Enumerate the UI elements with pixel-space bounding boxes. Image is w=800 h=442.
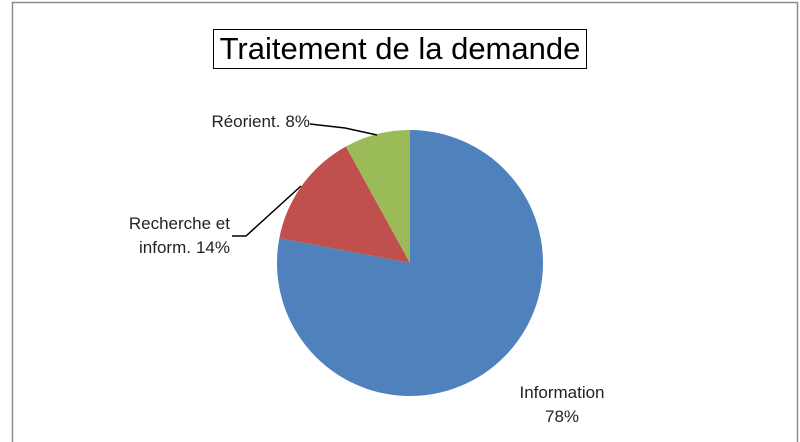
value-label: 8% bbox=[285, 112, 310, 131]
chart-title: Traitement de la demande bbox=[212, 29, 588, 69]
slice-label: Information 78% bbox=[482, 381, 642, 429]
leader-line bbox=[309, 123, 378, 136]
value-label: 78% bbox=[544, 407, 580, 426]
pie-slice bbox=[345, 130, 410, 263]
leader-line bbox=[232, 185, 302, 237]
category-name: Réorient. bbox=[211, 112, 281, 131]
pie-slice bbox=[279, 146, 410, 263]
slices bbox=[276, 130, 543, 396]
slice-label: Réorient. 8% bbox=[150, 110, 310, 134]
category-name: Recherche et inform. bbox=[128, 214, 230, 257]
category-name: Information bbox=[519, 383, 605, 402]
slice-label: Recherche et inform. 14% bbox=[70, 212, 230, 260]
title-box: Traitement de la demande bbox=[0, 29, 800, 69]
value-label: 14% bbox=[195, 238, 230, 257]
